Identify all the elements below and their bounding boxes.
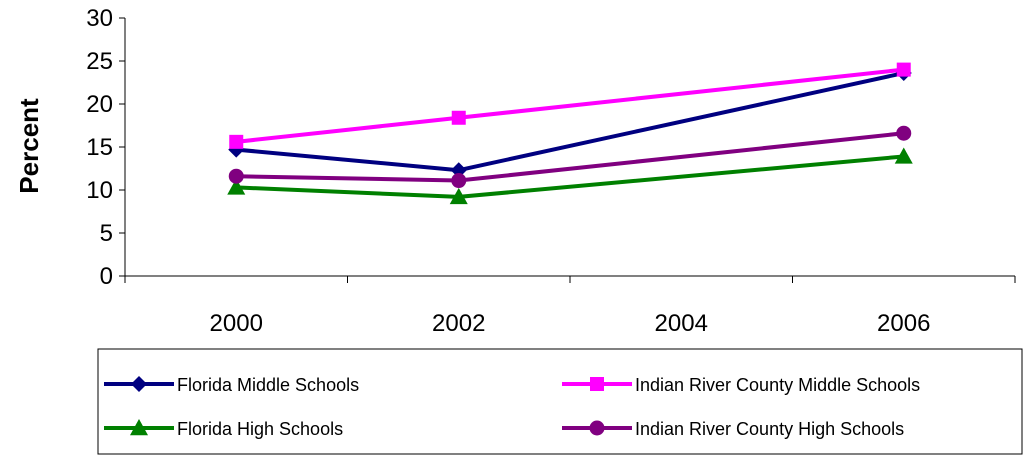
y-tick-label: 15 (86, 134, 113, 161)
legend-marker (590, 377, 604, 391)
series-line (236, 71, 905, 173)
data-point (894, 147, 913, 164)
data-point (449, 187, 468, 205)
series-line (236, 67, 904, 144)
data-point (896, 62, 911, 77)
x-tick-label: 2002 (432, 310, 485, 337)
series-3 (228, 125, 912, 189)
x-tick-label: 2004 (655, 310, 708, 337)
legend: Florida Middle Schools Indian River Count… (97, 348, 1023, 455)
legend-item: Florida High Schools (104, 419, 343, 439)
legend-label: Indian River County Middle Schools (635, 375, 920, 395)
chart-series (227, 62, 913, 205)
legend-label: Florida Middle Schools (177, 375, 359, 395)
data-point (229, 134, 244, 149)
y-tick-label: 20 (86, 91, 113, 118)
y-tick-label: 25 (86, 48, 113, 75)
legend-item: Indian River County High Schools (562, 419, 904, 439)
legend-box (97, 348, 1023, 455)
data-point (451, 173, 467, 189)
series-2 (227, 147, 913, 205)
chart-axes: 0 5 10 15 20 25 30 2000 2002 2004 2006 (86, 5, 1016, 337)
x-tick-label: 2000 (210, 310, 263, 337)
data-point (451, 110, 466, 125)
data-point (228, 168, 244, 184)
x-tick-label: 2006 (877, 310, 930, 337)
legend-label: Florida High Schools (177, 419, 343, 439)
data-point (227, 178, 246, 195)
y-tick-label: 10 (86, 177, 113, 204)
series-1 (229, 62, 911, 149)
legend-item: Florida Middle Schools (104, 375, 359, 395)
legend-marker (131, 376, 147, 392)
legend-marker (589, 420, 605, 436)
y-tick-label: 0 (100, 263, 113, 290)
legend-marker (130, 419, 148, 436)
y-tick-label: 5 (100, 220, 113, 247)
data-point (896, 125, 912, 141)
y-tick-label: 30 (86, 5, 113, 32)
y-axis-label: Percent (14, 98, 44, 194)
legend-label: Indian River County High Schools (635, 419, 904, 439)
legend-item: Indian River County Middle Schools (562, 375, 920, 395)
series-0 (228, 65, 912, 179)
